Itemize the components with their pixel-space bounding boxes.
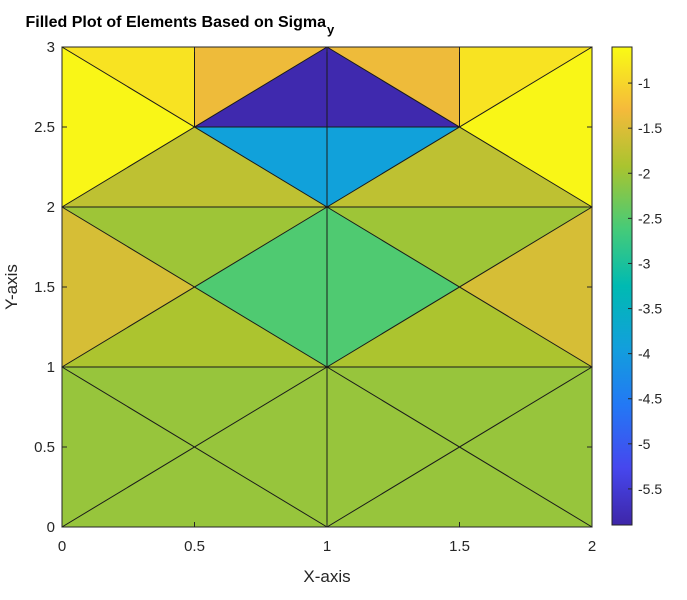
x-tick-label: 2 <box>588 538 596 555</box>
colorbar-ticks: -1 -1.5 -2 -2.5 -3 -3.5 -4 -4.5 -5 -5.5 <box>628 75 662 497</box>
colorbar: -1 -1.5 -2 -2.5 -3 -3.5 -4 -4.5 -5 -5.5 <box>611 46 662 526</box>
x-tick-label: 0.5 <box>184 538 205 555</box>
mesh-edge <box>326 206 593 368</box>
colorbar-tick-label: -5 <box>638 436 651 452</box>
colorbar-tick-label: -1.5 <box>638 120 662 136</box>
x-axis-label: X-axis <box>303 567 350 586</box>
colorbar-tick-label: -1 <box>638 75 651 91</box>
colorbar-tick-label: -4 <box>638 346 651 362</box>
colorbar-tick-label: -3.5 <box>638 301 662 317</box>
mesh-edge <box>61 46 328 208</box>
x-tick-label: 1.5 <box>449 538 470 555</box>
x-axis-ticks: 0 0.5 1 1.5 2 <box>58 47 596 555</box>
colorbar-tick-label: -2 <box>638 165 651 181</box>
y-axis-ticks: 0 0.5 1 1.5 2 2.5 3 <box>34 39 592 536</box>
chart-title: Filled Plot of Elements Based on Sigma <box>26 14 327 31</box>
colorbar-tick-label: -4.5 <box>638 391 662 407</box>
y-tick-label: 1 <box>47 359 55 376</box>
y-tick-label: 3 <box>47 39 55 56</box>
mesh-edge <box>326 366 593 528</box>
x-tick-label: 1 <box>323 538 331 555</box>
colorbar-gradient <box>611 46 633 526</box>
y-tick-label: 2.5 <box>34 119 55 136</box>
mesh-edge <box>61 206 328 368</box>
colorbar-tick-label: -5.5 <box>638 481 662 497</box>
colorbar-tick-label: -2.5 <box>638 210 662 226</box>
chart-title-subscript: y <box>327 22 335 37</box>
y-axis-label: Y-axis <box>2 264 21 310</box>
x-tick-label: 0 <box>58 538 66 555</box>
mesh-edge <box>61 366 328 528</box>
chart-title-main: Filled Plot of Elements Based on Sigma <box>26 14 327 31</box>
y-tick-label: 0 <box>47 519 55 536</box>
mesh-edge <box>326 46 593 208</box>
y-tick-label: 0.5 <box>34 439 55 456</box>
y-tick-label: 2 <box>47 199 55 216</box>
colorbar-tick-label: -3 <box>638 255 651 271</box>
y-tick-label: 1.5 <box>34 279 55 296</box>
